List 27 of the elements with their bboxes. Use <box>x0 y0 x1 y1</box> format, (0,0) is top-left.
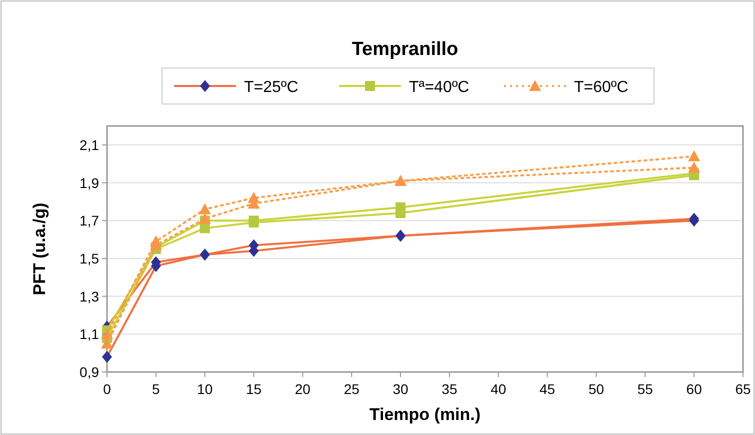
y-axis-title: PFT (u.a./g) <box>30 202 49 296</box>
y-tick-label: 1,3 <box>80 288 100 304</box>
x-tick-label: 20 <box>294 381 311 397</box>
y-tick-label: 1,9 <box>80 174 100 191</box>
chart-title: Tempranillo <box>352 39 458 60</box>
x-tick-label: 15 <box>246 381 262 397</box>
x-tick-label: 0 <box>103 381 112 397</box>
x-tick-label: 40 <box>490 381 506 397</box>
y-tick-label: 0,9 <box>80 364 100 380</box>
x-tick-label: 60 <box>686 381 702 397</box>
x-axis-title: Tiempo (min.) <box>369 405 481 424</box>
y-tick-label: 1,7 <box>80 212 100 229</box>
x-tick-label: 65 <box>735 381 751 397</box>
x-tick-label: 30 <box>392 381 409 397</box>
y-tick-label: 2,1 <box>80 136 100 153</box>
y-tick-label: 1,1 <box>80 326 100 342</box>
legend-label: Tª=40ºC <box>409 79 470 96</box>
legend-label: T=60ºC <box>574 79 628 96</box>
legend-label: T=25ºC <box>244 79 298 96</box>
x-tick-label: 10 <box>197 381 213 397</box>
x-tick-label: 55 <box>637 381 654 397</box>
x-tick-label: 35 <box>442 381 458 397</box>
y-tick-label: 1,5 <box>80 250 100 266</box>
x-tick-label: 25 <box>344 381 360 397</box>
x-tick-label: 5 <box>152 381 160 397</box>
x-tick-label: 45 <box>540 381 556 397</box>
x-tick-label: 50 <box>588 381 604 397</box>
